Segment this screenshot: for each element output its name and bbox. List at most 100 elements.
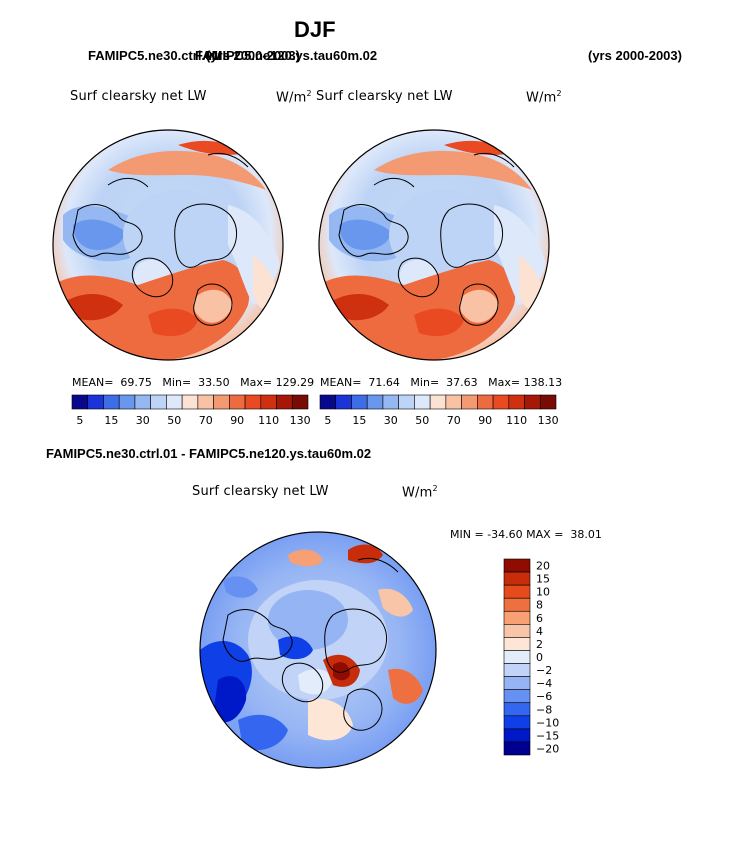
colorbar-swatch <box>134 394 151 410</box>
map-panel-1 <box>53 130 283 360</box>
colorbar-swatch <box>351 394 368 410</box>
colorbar-swatch <box>276 394 293 410</box>
colorbar-tick-label: 130 <box>290 414 311 427</box>
colorbar-swatch <box>229 394 246 410</box>
colorbar-swatch <box>503 702 531 717</box>
case-title-left: FAMIPC5.ne30.ctrl.01 <box>88 48 220 63</box>
map-panel-2 <box>319 130 549 360</box>
colorbar-tick-label: 110 <box>258 414 279 427</box>
colorbar-swatch <box>150 394 167 410</box>
colorbar-swatch <box>503 624 531 638</box>
colorbar-tick-label: 5 <box>324 414 331 427</box>
years-right: (yrs 2000-2003) <box>588 48 682 63</box>
colorbar-tick-label: 70 <box>199 414 213 427</box>
colorbar-swatch <box>503 637 531 651</box>
colorbar-tick-label: 20 <box>536 560 550 573</box>
colorbar-swatch <box>429 394 447 410</box>
colorbar-swatch <box>524 394 541 410</box>
colorbar-swatch <box>335 394 352 410</box>
panel1-title: Surf clearsky net LW <box>70 89 207 104</box>
panel2-stats: MEAN= 71.64 Min= 37.63 Max= 138.13 <box>320 376 563 389</box>
colorbar-swatch <box>503 663 531 677</box>
colorbar-swatch <box>503 584 531 599</box>
colorbar-tick-label: −20 <box>536 742 559 755</box>
colorbar-tick-label: 50 <box>167 414 181 427</box>
colorbar-swatch <box>398 394 415 410</box>
colorbar-swatch <box>71 394 89 410</box>
colorbar-tick-label: 30 <box>136 414 150 427</box>
panel2-title: Surf clearsky net LW <box>316 89 453 104</box>
colorbar-swatch <box>503 728 531 743</box>
case-title-right-overlap: FAMIPC5.ne120.ys.tau60m.02 <box>195 48 378 63</box>
colorbar-swatch <box>244 394 262 410</box>
colorbar-swatch <box>503 715 531 730</box>
colorbar-swatch <box>414 394 431 410</box>
colorbar-tick-label: 30 <box>384 414 398 427</box>
panel1-units: W/m2 <box>276 89 312 106</box>
season-title: DJF <box>294 17 336 42</box>
colorbar-swatch <box>445 394 462 410</box>
colorbar-swatch <box>166 394 183 410</box>
colorbar-tick-label: −15 <box>536 729 559 742</box>
colorbar-tick-label: 110 <box>506 414 527 427</box>
colorbar-tick-label: 90 <box>230 414 244 427</box>
colorbar-tick-label: 0 <box>536 651 543 664</box>
colorbar-tick-label: −2 <box>536 664 552 677</box>
colorbar-swatch <box>503 558 531 573</box>
colorbar-swatch <box>197 394 214 410</box>
colorbar-swatch <box>503 571 531 586</box>
colorbar-swatch <box>503 689 531 704</box>
colorbar-swatch <box>181 394 199 410</box>
colorbar-tick-label: 15 <box>352 414 366 427</box>
colorbar-swatch <box>366 394 384 410</box>
colorbar-tick-label: 5 <box>76 414 83 427</box>
colorbar-swatch <box>477 394 494 410</box>
colorbar-tick-label: −6 <box>536 690 552 703</box>
colorbar-swatch <box>503 610 531 625</box>
colorbar-swatch <box>503 597 531 612</box>
colorbar-tick-label: 90 <box>478 414 492 427</box>
colorbar-swatch <box>503 676 531 690</box>
colorbar-tick-label: 10 <box>536 586 550 599</box>
colorbar-tick-label: 4 <box>536 625 543 638</box>
panel2-units: W/m2 <box>526 89 562 106</box>
colorbar-swatch <box>291 394 309 410</box>
diff-minmax: MIN = -34.60 MAX = 38.01 <box>450 528 602 541</box>
colorbar-panel-1: 5 15 30 50 70 90 110 130 <box>71 394 311 427</box>
colorbar-tick-label: 130 <box>538 414 559 427</box>
diff-plot-units: W/m2 <box>402 484 438 501</box>
colorbar-panel-2: 5 15 30 50 70 90 110 130 <box>319 394 559 427</box>
map-border-2 <box>318 129 550 361</box>
colorbar-tick-label: 70 <box>447 414 461 427</box>
colorbar-tick-label: −10 <box>536 716 559 729</box>
colorbar-swatch <box>382 394 399 410</box>
colorbar-tick-label: −4 <box>536 677 552 690</box>
years-left: (yrs 2000-2003) <box>206 48 300 63</box>
diff-plot-title: Surf clearsky net LW <box>192 484 329 499</box>
colorbar-swatch <box>319 394 337 410</box>
colorbar-tick-label: 2 <box>536 638 543 651</box>
colorbar-swatch <box>213 394 230 410</box>
colorbar-swatch <box>492 394 510 410</box>
colorbar-tick-label: 15 <box>104 414 118 427</box>
colorbar-swatch <box>260 394 277 410</box>
map-panel-diff <box>200 532 436 768</box>
colorbar-swatch <box>461 394 478 410</box>
map-border-diff <box>199 531 437 769</box>
map-border-1 <box>52 129 284 361</box>
diff-title: FAMIPC5.ne30.ctrl.01 - FAMIPC5.ne120.ys.… <box>46 446 372 461</box>
colorbar-tick-label: 15 <box>536 573 550 586</box>
colorbar-swatch <box>503 650 531 664</box>
colorbar-swatch <box>103 394 120 410</box>
panel1-stats: MEAN= 69.75 Min= 33.50 Max= 129.29 <box>72 376 315 389</box>
colorbar-tick-label: 8 <box>536 599 543 612</box>
colorbar-tick-label: 50 <box>415 414 429 427</box>
colorbar-swatch <box>503 741 531 756</box>
colorbar-swatch <box>87 394 104 410</box>
colorbar-swatch <box>118 394 136 410</box>
colorbar-swatch <box>539 394 557 410</box>
colorbar-tick-label: 6 <box>536 612 543 625</box>
colorbar-swatch <box>508 394 525 410</box>
